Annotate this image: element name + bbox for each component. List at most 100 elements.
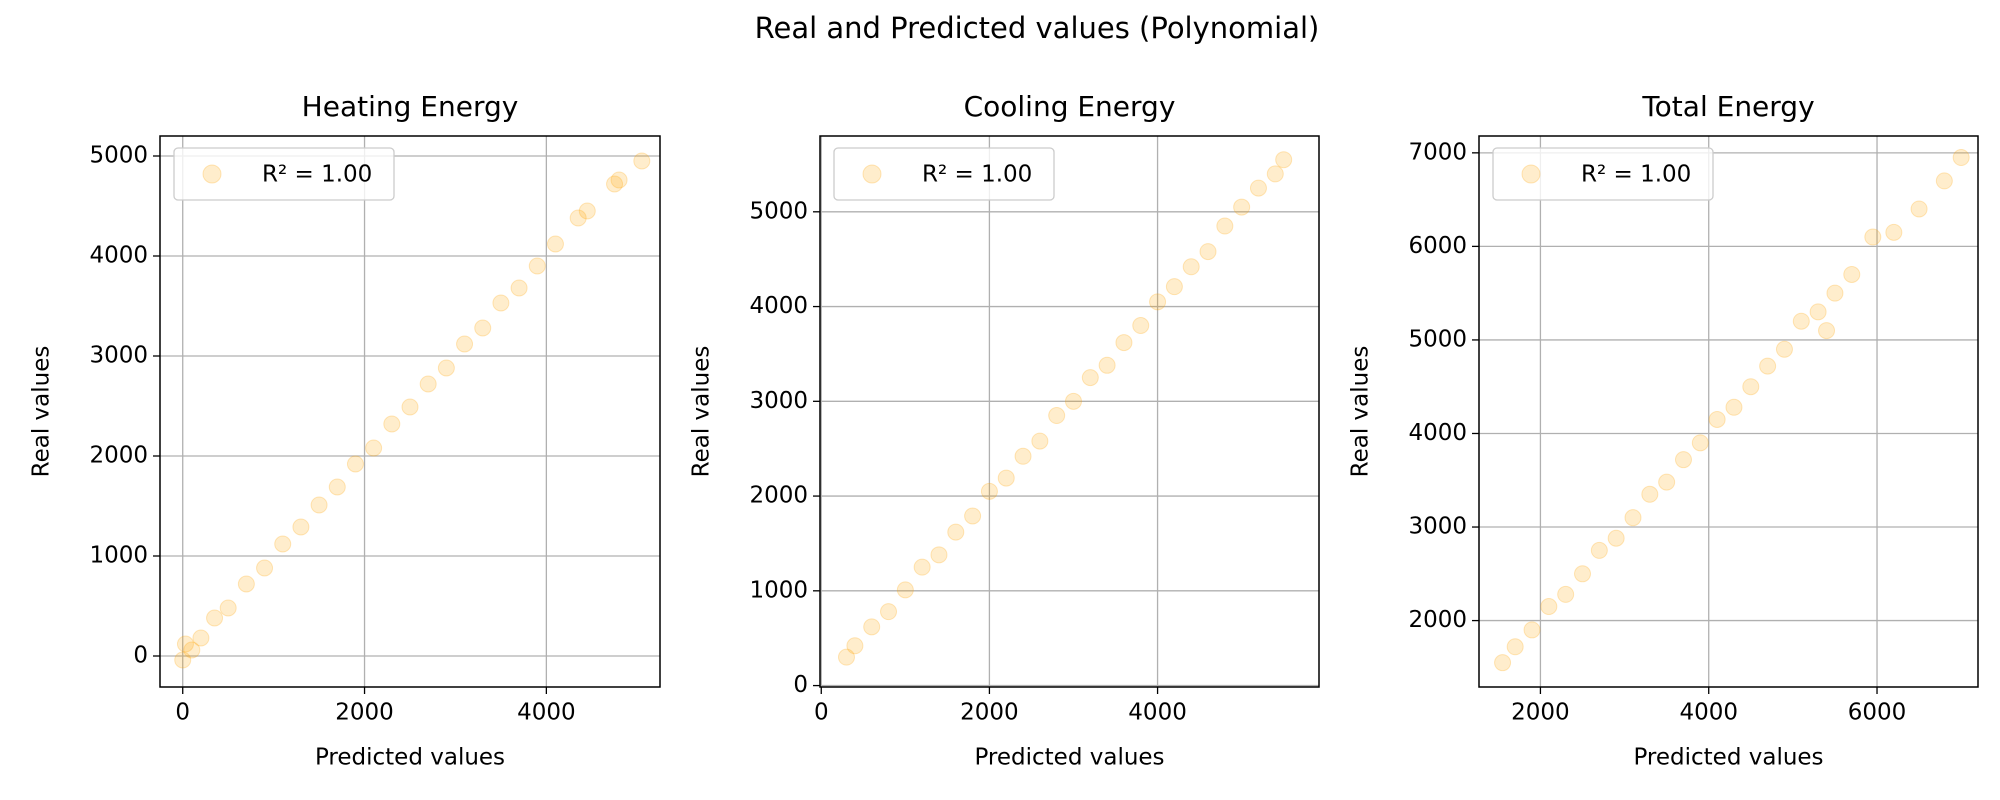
point bbox=[346, 455, 364, 473]
x-tick-label: 0 bbox=[814, 700, 829, 726]
axes-frame bbox=[159, 135, 661, 688]
point bbox=[1081, 369, 1099, 387]
point bbox=[930, 546, 948, 564]
point bbox=[947, 523, 965, 541]
y-tick-label: 3000 bbox=[749, 388, 808, 414]
legend-marker bbox=[862, 164, 882, 184]
point bbox=[1691, 434, 1709, 452]
point bbox=[896, 581, 914, 599]
legend-label: R² = 1.00 bbox=[922, 162, 1032, 188]
point bbox=[1590, 541, 1608, 559]
point bbox=[1759, 357, 1777, 375]
point bbox=[606, 175, 624, 193]
point bbox=[880, 603, 898, 621]
point bbox=[1494, 654, 1512, 672]
point bbox=[192, 629, 210, 647]
y-axis-label: Real values bbox=[29, 346, 55, 478]
y-tick-label: 7000 bbox=[1408, 139, 1467, 165]
point bbox=[837, 648, 855, 666]
point bbox=[980, 482, 998, 500]
point bbox=[1641, 485, 1659, 503]
y-tick-label: 3000 bbox=[1408, 514, 1467, 540]
y-tick-label: 1000 bbox=[749, 577, 808, 603]
y-tick-label: 3000 bbox=[89, 343, 148, 369]
x-axis-label: Predicted values bbox=[974, 745, 1164, 771]
point bbox=[1014, 447, 1032, 465]
point bbox=[1233, 198, 1251, 216]
legend-marker bbox=[202, 164, 222, 184]
axes-frame bbox=[819, 135, 1320, 688]
y-tick-label: 4000 bbox=[1408, 420, 1467, 446]
x-axis-label: Predicted values bbox=[315, 745, 505, 771]
point bbox=[365, 439, 383, 457]
y-tick-label: 4000 bbox=[89, 243, 148, 269]
x-tick-label: 4000 bbox=[517, 700, 576, 726]
point bbox=[456, 335, 474, 353]
x-tick-label: 6000 bbox=[1848, 700, 1907, 726]
y-tick-label: 6000 bbox=[1408, 233, 1467, 259]
point bbox=[1809, 303, 1827, 321]
point bbox=[1506, 638, 1524, 656]
point bbox=[1935, 172, 1953, 190]
point bbox=[292, 518, 310, 536]
point bbox=[1064, 392, 1082, 410]
y-axis-label: Real values bbox=[689, 346, 715, 478]
point bbox=[401, 398, 419, 416]
axes-frame bbox=[1478, 135, 1979, 688]
y-tick-label: 0 bbox=[133, 643, 148, 669]
x-tick-label: 2000 bbox=[1511, 700, 1570, 726]
point bbox=[1132, 317, 1150, 335]
y-tick-label: 2000 bbox=[1408, 607, 1467, 633]
point bbox=[1540, 598, 1558, 616]
point bbox=[1775, 340, 1793, 358]
chart-title: Total Energy bbox=[1641, 90, 1814, 123]
y-tick-label: 2000 bbox=[89, 443, 148, 469]
x-tick-label: 2000 bbox=[335, 700, 394, 726]
legend-label: R² = 1.00 bbox=[1581, 162, 1691, 188]
x-tick-label: 4000 bbox=[1679, 700, 1738, 726]
point bbox=[546, 235, 564, 253]
point bbox=[474, 319, 492, 337]
point bbox=[1885, 223, 1903, 241]
point bbox=[1048, 407, 1066, 425]
x-tick-label: 0 bbox=[175, 700, 190, 726]
point bbox=[1826, 284, 1844, 302]
point bbox=[1523, 621, 1541, 639]
point bbox=[1557, 585, 1575, 603]
point bbox=[1864, 228, 1882, 246]
point bbox=[1199, 243, 1217, 261]
point bbox=[328, 478, 346, 496]
point bbox=[610, 171, 628, 189]
point bbox=[1607, 529, 1625, 547]
x-tick-label: 4000 bbox=[1128, 700, 1187, 726]
point bbox=[492, 294, 510, 312]
point bbox=[1182, 258, 1200, 276]
point bbox=[913, 558, 931, 576]
point bbox=[256, 559, 274, 577]
point bbox=[1249, 179, 1267, 197]
point bbox=[528, 257, 546, 275]
point bbox=[274, 535, 292, 553]
point bbox=[1266, 165, 1284, 183]
point bbox=[219, 599, 237, 617]
point bbox=[383, 415, 401, 433]
legend-label: R² = 1.00 bbox=[262, 162, 372, 188]
point bbox=[997, 469, 1015, 487]
legend-box bbox=[173, 147, 395, 201]
point bbox=[578, 202, 596, 220]
point bbox=[846, 637, 864, 655]
point bbox=[437, 359, 455, 377]
point bbox=[863, 618, 881, 636]
point bbox=[964, 507, 982, 525]
point bbox=[1843, 265, 1861, 283]
point bbox=[310, 496, 328, 514]
point bbox=[1742, 378, 1760, 396]
point bbox=[1031, 432, 1049, 450]
legend-marker bbox=[1521, 164, 1541, 184]
y-tick-label: 0 bbox=[793, 672, 808, 698]
point bbox=[1952, 149, 1970, 167]
point bbox=[1725, 398, 1743, 416]
chart-title: Heating Energy bbox=[302, 90, 519, 123]
x-tick-label: 2000 bbox=[960, 700, 1019, 726]
